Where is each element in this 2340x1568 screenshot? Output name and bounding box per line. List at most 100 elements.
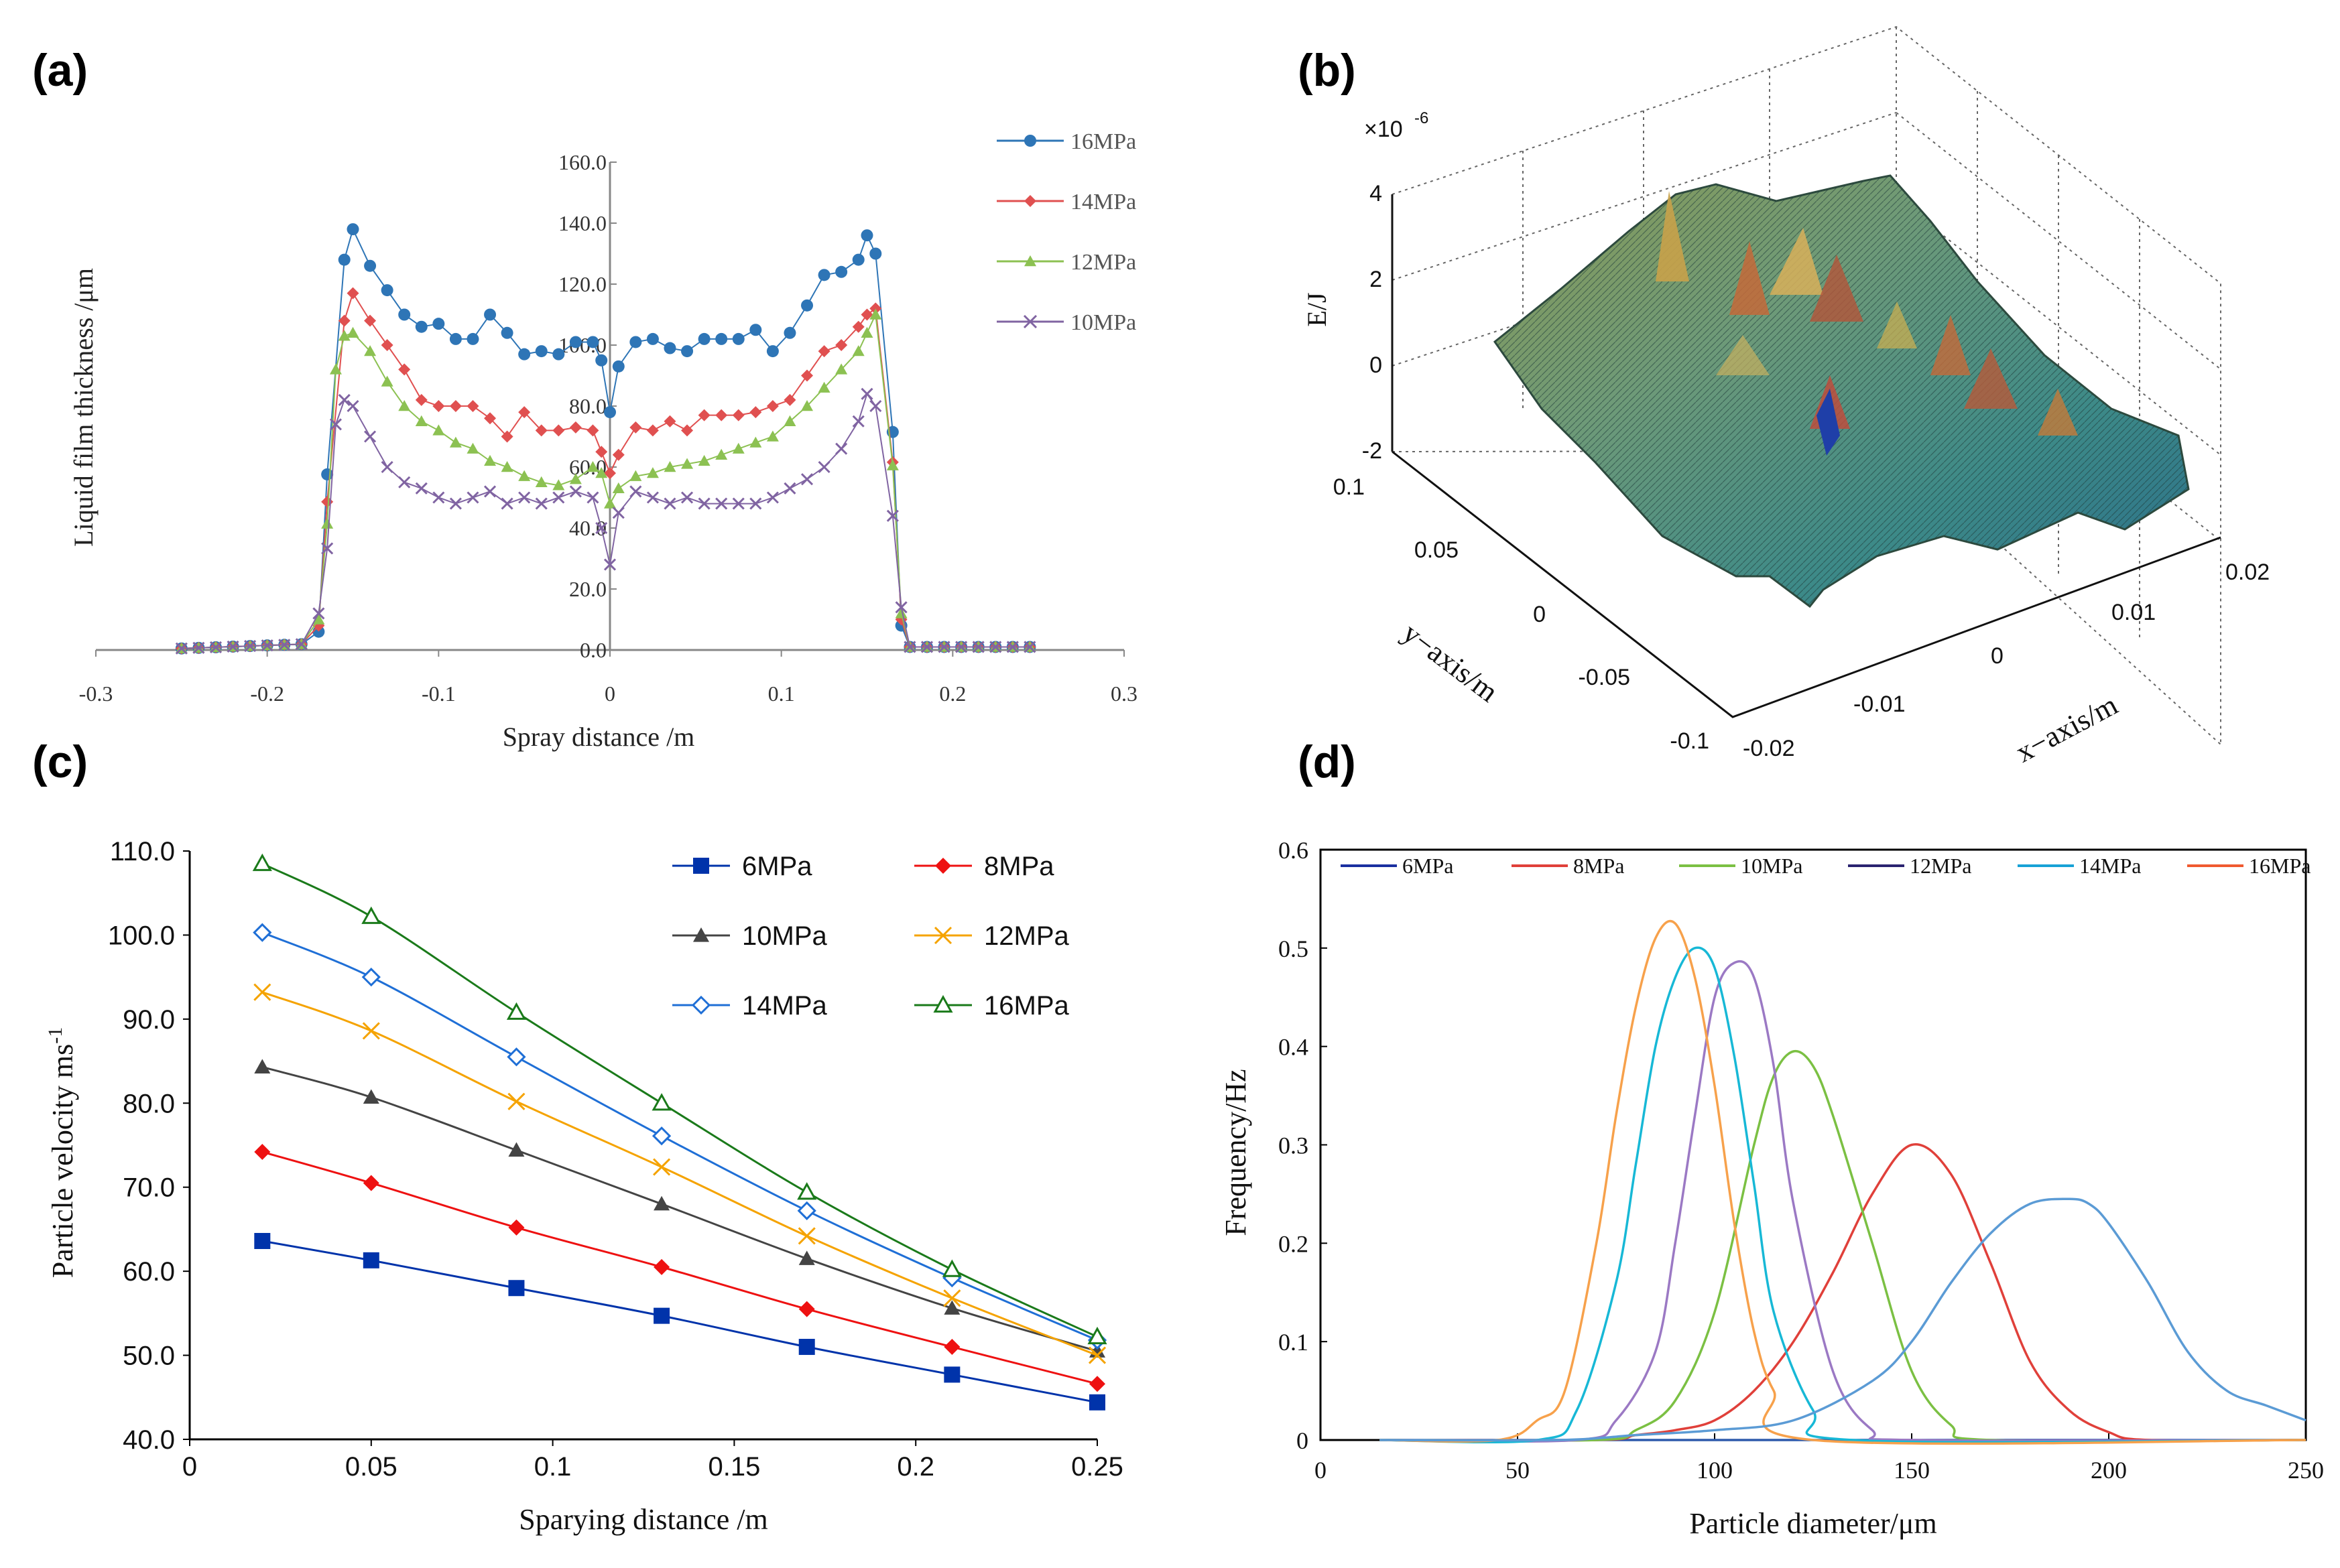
b-z-tick: -2: [1362, 438, 1382, 464]
a-point-10MPa: [972, 641, 985, 653]
a-point-16MPa: [861, 229, 873, 242]
a-point-16MPa: [535, 345, 548, 358]
c-y-label: Particle velocity ms-1: [44, 1027, 79, 1278]
a-point-16MPa: [766, 345, 779, 358]
a-series-line-10MPa: [181, 392, 1030, 649]
d-series-line-12MPa: [1379, 960, 2306, 1443]
a-point-10MPa-stroke: [338, 393, 351, 406]
a-point-10MPa-stroke: [535, 497, 548, 510]
c-legend-marker: [693, 927, 709, 942]
a-point-12MPa: [432, 424, 445, 436]
a-point-16MPa: [664, 342, 676, 354]
a-point-10MPa-stroke: [766, 491, 779, 504]
a-legend: 16MPa 14MPa 12MPa 10MPa: [997, 129, 1136, 335]
a-x-tick-label: 0.2: [939, 681, 966, 706]
a-point-16MPa: [398, 308, 411, 321]
a-point-16MPa: [381, 284, 393, 297]
c-point-6MPa: [654, 1307, 670, 1324]
a-point-10MPa: [1024, 641, 1036, 653]
c-point-12MPa: [253, 983, 271, 1001]
a-point-10MPa-stroke: [1006, 641, 1019, 653]
a-point-10MPa-stroke: [869, 399, 882, 413]
a-point-10MPa: [552, 491, 565, 504]
panel-label-a: (a): [32, 45, 88, 96]
d-legend: 6MPa 8MPa 10MPa 12MPa 14MPa 16MPa: [1341, 854, 2311, 878]
a-point-10MPa: [244, 640, 257, 653]
a-x-tick-label: -0.2: [250, 681, 284, 706]
d-y-tick-label: 0.4: [1278, 1034, 1308, 1061]
a-point-10MPa: [595, 521, 608, 535]
a-point-10MPa-stroke: [732, 497, 745, 510]
c-point-16MPa: [252, 853, 272, 871]
a-point-12MPa: [604, 497, 616, 509]
c-point-12MPa: [943, 1289, 961, 1307]
a-point-10MPa-stroke: [432, 491, 445, 504]
a-point-14MPa: [484, 412, 497, 425]
a-point-10MPa-stroke: [569, 485, 582, 498]
a-point-10MPa: [886, 509, 899, 522]
c-point-16MPa: [361, 906, 381, 924]
c-y-tick-label: 40.0: [123, 1425, 175, 1455]
a-point-12MPa: [501, 461, 513, 472]
chart-a: 0.020.040.060.080.0100.0120.0140.0160.0 …: [68, 129, 1137, 752]
c-point-12MPa: [362, 1022, 380, 1040]
b-x-tick: -0.02: [1743, 736, 1795, 761]
d-y-tick-label: 0: [1296, 1427, 1308, 1454]
a-point-10MPa: [800, 473, 814, 486]
a-point-12MPa: [535, 476, 548, 487]
d-legend-label: 10MPa: [1741, 854, 1802, 878]
a-point-14MPa: [595, 446, 608, 458]
a-point-14MPa: [518, 406, 531, 419]
d-x-tick-label: 50: [1505, 1457, 1530, 1484]
c-y-label-main: Particle velocity ms: [46, 1044, 79, 1278]
a-point-12MPa: [467, 442, 479, 454]
b-y-tick: -0.1: [1670, 728, 1709, 754]
a-x-tick-label: 0.3: [1111, 681, 1137, 706]
a-point-14MPa: [569, 421, 582, 434]
c-legend-marker: [934, 926, 952, 945]
a-series-line-12MPa: [181, 312, 1030, 649]
d-series-line-x1: [1379, 1197, 2306, 1442]
b-x-tick: -0.01: [1853, 692, 1906, 717]
a-point-12MPa: [732, 442, 745, 454]
b-z-tick: 0: [1369, 352, 1382, 378]
d-legend-label: 12MPa: [1910, 854, 1971, 878]
c-point-14MPa: [253, 923, 272, 942]
a-point-10MPa-stroke: [784, 482, 796, 495]
a-point-14MPa: [467, 400, 479, 412]
a-point-10MPa-stroke: [612, 507, 625, 519]
d-legend-label: 14MPa: [2079, 854, 2141, 878]
a-point-14MPa: [535, 424, 548, 437]
b-x-tick: 0: [1991, 643, 2004, 669]
d-x-tick-label: 100: [1697, 1457, 1733, 1484]
a-point-14MPa: [749, 406, 762, 419]
a-point-16MPa: [715, 332, 728, 345]
a-legend-label: 16MPa: [1070, 129, 1136, 154]
a-point-10MPa: [209, 641, 223, 653]
a-point-14MPa: [347, 287, 359, 300]
a-point-12MPa: [895, 607, 908, 618]
a-point-16MPa: [749, 324, 762, 336]
d-series-line-10MPa: [1379, 1049, 2306, 1443]
c-point-8MPa: [363, 1175, 379, 1191]
d-x-tick-label: 250: [2288, 1457, 2324, 1484]
c-point-12MPa-stroke: [798, 1227, 816, 1245]
c-point-6MPa: [798, 1339, 815, 1356]
a-point-12MPa: [449, 436, 462, 448]
a-point-16MPa: [869, 247, 882, 260]
a-point-10MPa-stroke: [244, 640, 257, 653]
b-z-label: E/J: [1302, 292, 1332, 326]
a-point-12MPa: [552, 479, 565, 491]
a-point-16MPa: [818, 269, 830, 281]
a-point-10MPa: [869, 399, 882, 413]
chart-b: 4 2 0 -2 ×10 -6 E/J 0.1 0.05 0 -0.05 -0.…: [1302, 25, 2270, 769]
c-point-12MPa-stroke: [653, 1158, 671, 1176]
d-y-tick-label: 0.5: [1278, 935, 1308, 962]
a-point-14MPa: [381, 339, 393, 351]
a-x-ticks: -0.3 -0.2 -0.1 0 0.1 0.2 0.3: [79, 650, 1137, 706]
c-point-12MPa: [653, 1158, 671, 1176]
a-point-14MPa: [552, 424, 565, 437]
d-series: [1379, 919, 2306, 1445]
a-point-14MPa: [501, 430, 513, 443]
b-z-multiplier: ×10 -6: [1364, 109, 1428, 142]
